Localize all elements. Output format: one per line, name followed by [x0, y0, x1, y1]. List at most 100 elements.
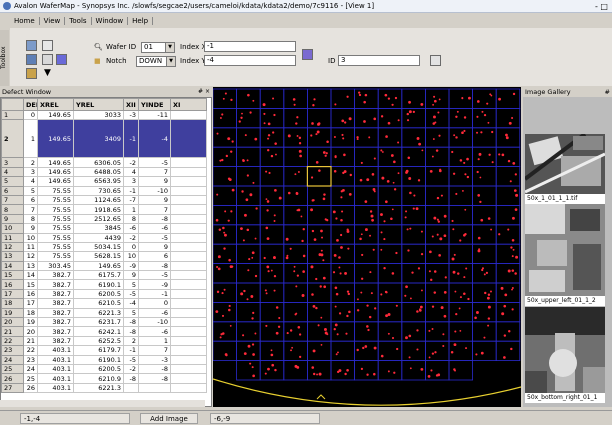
defect-point[interactable]: [366, 325, 369, 328]
table-cell[interactable]: [170, 213, 207, 225]
table-cell[interactable]: 6221.3: [73, 307, 124, 319]
defect-point[interactable]: [486, 296, 490, 300]
die-cell[interactable]: [354, 224, 379, 245]
table-cell[interactable]: 6242.1: [73, 326, 124, 337]
defect-point[interactable]: [490, 228, 493, 231]
defect-point[interactable]: [336, 238, 339, 242]
wafer-map-view[interactable]: [213, 87, 521, 407]
defect-point[interactable]: [450, 350, 454, 354]
defect-point[interactable]: [384, 200, 388, 204]
defect-point[interactable]: [395, 251, 398, 255]
table-cell[interactable]: -8: [123, 317, 139, 328]
defect-point[interactable]: [265, 170, 268, 173]
defect-point[interactable]: [293, 265, 296, 268]
defect-point[interactable]: [510, 347, 513, 351]
die-cell[interactable]: [259, 301, 285, 323]
die-cell[interactable]: [354, 263, 379, 284]
table-cell[interactable]: 10: [123, 251, 139, 262]
die-cell[interactable]: [307, 340, 332, 361]
defect-point[interactable]: [459, 296, 462, 299]
defect-point[interactable]: [483, 114, 487, 117]
defect-point[interactable]: [293, 270, 296, 273]
defect-point[interactable]: [430, 369, 433, 372]
table-cell[interactable]: [170, 335, 207, 347]
defect-point[interactable]: [278, 317, 281, 320]
table-cell[interactable]: [170, 270, 207, 281]
defect-point[interactable]: [302, 270, 305, 273]
table-cell[interactable]: 382.7: [37, 326, 74, 337]
defect-point[interactable]: [220, 333, 223, 336]
table-cell[interactable]: [170, 109, 207, 121]
defect-point[interactable]: [512, 92, 516, 96]
defect-point[interactable]: [383, 266, 386, 270]
defect-point[interactable]: [438, 254, 441, 257]
defect-point[interactable]: [371, 173, 375, 176]
defect-point[interactable]: [380, 248, 383, 251]
defect-point[interactable]: [310, 134, 313, 137]
table-cell[interactable]: 20: [23, 326, 38, 337]
defect-point[interactable]: [363, 100, 366, 104]
wafer-map[interactable]: [213, 87, 521, 407]
table-cell[interactable]: -7: [123, 194, 139, 206]
defect-point[interactable]: [514, 208, 518, 211]
defect-point[interactable]: [380, 293, 383, 296]
defect-point[interactable]: [360, 367, 364, 370]
defect-point[interactable]: [513, 189, 517, 192]
defect-point[interactable]: [299, 355, 302, 358]
defect-point[interactable]: [301, 239, 304, 243]
defect-point[interactable]: [439, 168, 442, 171]
table-cell[interactable]: -3: [138, 354, 171, 366]
table-cell[interactable]: 6221.3: [73, 382, 124, 394]
wafer-id-combo[interactable]: 01 ▼: [141, 42, 175, 53]
defect-point[interactable]: [230, 210, 233, 213]
defect-point[interactable]: [251, 366, 254, 369]
defect-point[interactable]: [428, 270, 431, 273]
defect-point[interactable]: [246, 174, 249, 177]
defect-point[interactable]: [406, 119, 410, 122]
defect-point[interactable]: [263, 122, 266, 125]
table-cell[interactable]: 75.55: [37, 241, 74, 253]
defect-point[interactable]: [333, 253, 337, 257]
table-cell[interactable]: 75.55: [37, 223, 74, 234]
defect-point[interactable]: [487, 317, 491, 320]
die-cell[interactable]: [377, 360, 403, 381]
table-cell[interactable]: -8: [138, 260, 171, 272]
table-row[interactable]: 18 17 382.7 6210.5 -4 0: [1, 298, 207, 309]
defect-point[interactable]: [348, 310, 351, 314]
defect-point[interactable]: [463, 129, 466, 133]
defect-point[interactable]: [341, 210, 344, 213]
image-gallery-dock[interactable]: #: [604, 88, 610, 96]
defect-point[interactable]: [380, 149, 383, 152]
table-cell[interactable]: 9: [138, 176, 171, 187]
table-cell[interactable]: 3: [123, 176, 139, 187]
table-cell[interactable]: 2: [123, 335, 139, 347]
defect-point[interactable]: [433, 291, 437, 294]
defect-point[interactable]: [339, 233, 343, 237]
defect-point[interactable]: [464, 232, 467, 236]
defect-point[interactable]: [300, 215, 303, 218]
table-row[interactable]: 25 24 403.1 6200.5 -2 -8: [1, 363, 207, 375]
defect-point[interactable]: [322, 276, 326, 280]
defect-point[interactable]: [277, 325, 281, 328]
die-cell[interactable]: [354, 321, 379, 342]
defect-point[interactable]: [227, 219, 230, 222]
table-cell[interactable]: 75.55: [37, 251, 74, 262]
defect-point[interactable]: [453, 253, 456, 256]
defect-point[interactable]: [457, 272, 460, 275]
table-cell[interactable]: 1: [123, 204, 139, 215]
defect-point[interactable]: [392, 181, 395, 184]
defect-point[interactable]: [406, 228, 409, 231]
defect-point[interactable]: [340, 246, 343, 249]
row-number[interactable]: 12: [1, 241, 24, 253]
defect-point[interactable]: [416, 310, 419, 313]
defect-point[interactable]: [411, 271, 414, 274]
defect-point[interactable]: [487, 121, 490, 124]
die-cell[interactable]: [401, 263, 426, 284]
defect-point[interactable]: [487, 217, 491, 220]
defect-point[interactable]: [273, 274, 277, 278]
defect-point[interactable]: [228, 304, 231, 308]
defect-point[interactable]: [360, 291, 363, 294]
table-cell[interactable]: 382.7: [37, 279, 74, 290]
defect-point[interactable]: [324, 154, 327, 157]
defect-point[interactable]: [252, 181, 255, 184]
